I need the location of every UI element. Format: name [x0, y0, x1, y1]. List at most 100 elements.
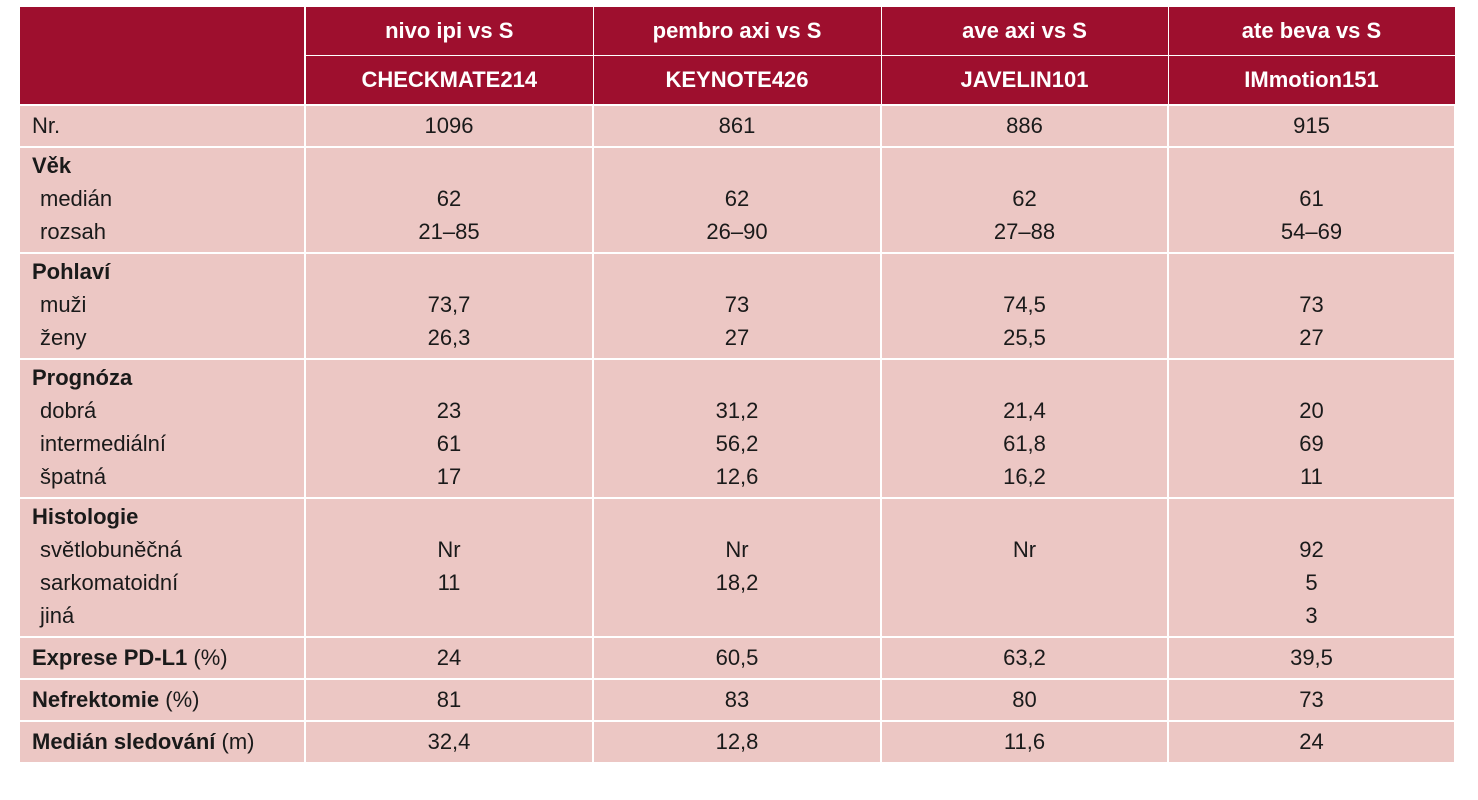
group-label: Pohlaví — [32, 259, 111, 284]
row-sledovani: Medián sledování (m) 32,4 12,8 11,6 24 — [18, 720, 1456, 764]
cell-value: 861 — [718, 113, 756, 138]
value-cell: 39,5 — [1167, 636, 1456, 680]
value-cell: 861 — [592, 104, 882, 148]
group-label: Věk — [32, 153, 72, 178]
cell-value: 12,6 — [715, 464, 759, 489]
cell-value: 25,5 — [1003, 325, 1046, 350]
cell-value: 69 — [1299, 431, 1324, 456]
row-label-cell: Exprese PD-L1 (%) — [18, 636, 306, 680]
cell-value: 24 — [1299, 729, 1324, 754]
cell-value: 23 — [436, 398, 462, 423]
cell-value: 73 — [1299, 687, 1324, 712]
cell-value: 18,2 — [715, 570, 759, 595]
header-row-regimen: nivo ipi vs S pembro axi vs S ave axi vs… — [18, 6, 1456, 106]
cell-value: 81 — [436, 687, 462, 712]
row-nefrektomie: Nefrektomie (%) 81 83 80 73 — [18, 678, 1456, 722]
cell-value: 915 — [1293, 113, 1330, 138]
row-pdl1: Exprese PD-L1 (%) 24 60,5 63,2 39,5 — [18, 636, 1456, 680]
sub-label: intermediální — [40, 431, 166, 456]
sub-label: muži — [40, 292, 87, 317]
value-cell: 62 27–88 — [880, 146, 1169, 254]
cell-value: 11 — [1300, 464, 1323, 489]
cell-value: 92 — [1299, 537, 1324, 562]
row-vek: Věk medián rozsah 62 21–85 62 26–90 62 2… — [18, 146, 1456, 254]
cell-value: Nr — [725, 537, 749, 562]
sub-label: sarkomatoidní — [40, 570, 179, 595]
row-prognoza: Prognóza dobrá intermediální špatná 23 6… — [18, 358, 1456, 499]
row-pohlavi: Pohlaví muži ženy 73,7 26,3 73 27 74,5 2… — [18, 252, 1456, 360]
cell-value: 31,2 — [715, 398, 759, 423]
cell-value: 74,5 — [1003, 292, 1046, 317]
value-cell: 1096 — [304, 104, 594, 148]
value-cell: Nr — [880, 497, 1169, 638]
value-cell: 21,4 61,8 16,2 — [880, 358, 1169, 499]
value-cell: 80 — [880, 678, 1169, 722]
cell-value: 61 — [436, 431, 462, 456]
value-cell: 886 — [880, 104, 1169, 148]
cell-value: 12,8 — [715, 729, 759, 754]
cell-value: 20 — [1299, 398, 1324, 423]
sub-label: dobrá — [40, 398, 97, 423]
cell-value: Nr — [437, 537, 461, 562]
cell-value: Nr — [1012, 537, 1037, 562]
header-trial: JAVELIN101 — [880, 55, 1169, 106]
row-unit: (%) — [165, 687, 200, 712]
value-cell: 61 54–69 — [1167, 146, 1456, 254]
value-cell: 63,2 — [880, 636, 1169, 680]
header-trial: KEYNOTE426 — [592, 55, 882, 106]
row-label-cell: Pohlaví muži ženy — [18, 252, 306, 360]
cell-value: 11 — [437, 570, 461, 595]
value-cell: 81 — [304, 678, 594, 722]
cell-value: 5 — [1305, 570, 1318, 595]
header-trial: CHECKMATE214 — [304, 55, 594, 106]
sub-label: rozsah — [40, 219, 107, 244]
header-row-trial: CHECKMATE214 KEYNOTE426 JAVELIN101 IMmot… — [19, 55, 1456, 106]
cell-value — [306, 599, 592, 632]
value-cell: 74,5 25,5 — [880, 252, 1169, 360]
cell-value: 62 — [436, 186, 462, 211]
value-cell: 73,7 26,3 — [304, 252, 594, 360]
value-cell: 83 — [592, 678, 882, 722]
value-cell: 62 26–90 — [592, 146, 882, 254]
sub-label: světlobuněčná — [40, 537, 182, 562]
row-label-cell: Histologie světlobuněčná sarkomatoidní j… — [18, 497, 306, 638]
cell-value — [882, 599, 1167, 632]
cell-value: 63,2 — [1003, 645, 1046, 670]
row-histologie: Histologie světlobuněčná sarkomatoidní j… — [18, 497, 1456, 638]
value-cell: 92 5 3 — [1167, 497, 1456, 638]
cell-value: 73 — [1299, 292, 1324, 317]
value-cell: 23 61 17 — [304, 358, 594, 499]
row-label-cell: Nr. — [18, 104, 306, 148]
cell-value: 26,3 — [427, 325, 471, 350]
cell-value: 27 — [724, 325, 750, 350]
trial-comparison-table: nivo ipi vs S pembro axi vs S ave axi vs… — [18, 6, 1456, 764]
value-cell: Nr 18,2 — [592, 497, 882, 638]
cell-value: 61 — [1299, 186, 1324, 211]
row-unit: (m) — [221, 729, 255, 754]
cell-value: 21–85 — [418, 219, 480, 244]
value-cell: 915 — [1167, 104, 1456, 148]
row-label: Exprese PD-L1 — [32, 645, 188, 670]
row-nr: Nr. 1096 861 886 915 — [18, 104, 1456, 148]
value-cell: 32,4 — [304, 720, 594, 764]
cell-value — [882, 566, 1167, 599]
group-label: Prognóza — [32, 365, 133, 390]
cell-value — [594, 599, 880, 632]
table-container: nivo ipi vs S pembro axi vs S ave axi vs… — [18, 6, 1456, 764]
sub-label: jiná — [40, 603, 75, 628]
cell-value: 27 — [1299, 325, 1324, 350]
cell-value: 3 — [1305, 603, 1318, 628]
value-cell: 73 27 — [592, 252, 882, 360]
cell-value: 21,4 — [1003, 398, 1046, 423]
cell-value: 11,6 — [1003, 729, 1046, 754]
row-label: Medián sledování — [32, 729, 216, 754]
cell-value: 56,2 — [715, 431, 759, 456]
header-regimen: ave axi vs S — [880, 6, 1169, 56]
row-label: Nr. — [32, 113, 61, 138]
value-cell: 11,6 — [880, 720, 1169, 764]
cell-value: 886 — [1006, 113, 1043, 138]
row-label-cell: Prognóza dobrá intermediální špatná — [18, 358, 306, 499]
cell-value: 61,8 — [1003, 431, 1046, 456]
cell-value: 26–90 — [706, 219, 768, 244]
row-label-cell: Věk medián rozsah — [18, 146, 306, 254]
